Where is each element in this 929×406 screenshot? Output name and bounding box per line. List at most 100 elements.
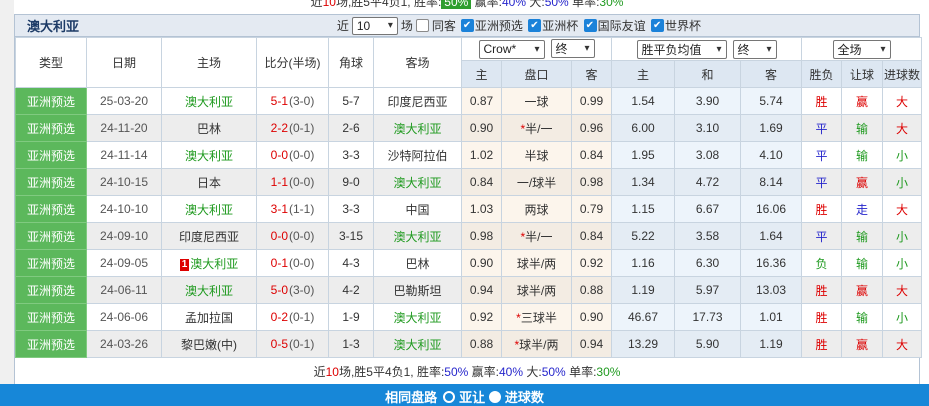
away-team-link[interactable]: 巴林	[405, 256, 430, 271]
score-cell: 3-1(1-1)	[256, 195, 329, 223]
partial-stats-line: 近10场,胜5平4负1, 胜率: 50% 赢率:40% 大:50% 单率:30%	[14, 0, 920, 14]
ah-home-odds-cell: 0.84	[461, 168, 502, 196]
footer-option: 亚让	[443, 387, 485, 406]
home-team-link[interactable]: 澳大利亚	[190, 256, 239, 271]
league-type-cell[interactable]: 亚洲预选	[15, 330, 87, 358]
league-checkbox[interactable]	[650, 18, 664, 32]
handicap-text: 半/一	[525, 121, 553, 136]
league-type-cell[interactable]: 亚洲预选	[15, 303, 87, 331]
corner-cell: 4-2	[328, 276, 374, 304]
league-type-cell[interactable]: 亚洲预选	[15, 195, 87, 223]
league-type-cell[interactable]: 亚洲预选	[15, 114, 87, 142]
away-team-cell: 巴勒斯坦	[373, 276, 462, 304]
home-team-link[interactable]: 日本	[196, 175, 221, 190]
home-team-link[interactable]: 澳大利亚	[184, 148, 233, 163]
summary-segment: 大:	[523, 365, 542, 379]
home-team-link[interactable]: 澳大利亚	[184, 283, 233, 298]
match-row: 亚洲预选 25-03-20 澳大利亚 5-1(3-0) 5-7 印度尼西亚 0.…	[15, 87, 923, 115]
league-checkbox[interactable]	[460, 18, 474, 32]
date-cell: 24-11-20	[86, 114, 162, 142]
away-team-link[interactable]: 澳大利亚	[393, 121, 442, 136]
home-team-link[interactable]: 孟加拉国	[184, 310, 233, 325]
corner-cell: 3-3	[328, 141, 374, 169]
recent-count-value: 10	[356, 18, 371, 33]
home-team-cell: 澳大利亚	[161, 195, 257, 223]
handicap-cell: 两球	[501, 195, 572, 223]
goals-result-cell: 小	[881, 222, 923, 250]
wdl-result-cell: 胜	[801, 87, 842, 115]
score-cell: 5-1(3-0)	[256, 87, 329, 115]
league-type-cell[interactable]: 亚洲预选	[15, 276, 87, 304]
eu-away-odds-cell: 13.03	[740, 276, 802, 304]
eu-draw-odds-cell: 3.10	[674, 114, 741, 142]
ah-home-odds-cell: 0.98	[461, 222, 502, 250]
ah-home-odds-cell: 0.94	[461, 276, 502, 304]
match-row: 亚洲预选 24-09-05 1 澳大利亚 0-1(0-0) 4-3 巴林 0.90…	[15, 249, 923, 277]
col-header-goals: 进球数	[881, 60, 923, 88]
home-team-link[interactable]: 巴林	[196, 121, 221, 136]
league-checkbox[interactable]	[528, 18, 542, 32]
red-card-badge: 1	[179, 258, 190, 271]
league-type-cell[interactable]: 亚洲预选	[15, 87, 87, 115]
handicap-result-cell: 赢	[841, 87, 883, 115]
col-header-eu-draw: 和	[674, 60, 741, 88]
summary-segment: 赢率:	[468, 365, 499, 379]
league-checkbox[interactable]	[583, 18, 597, 32]
home-team-link[interactable]: 印度尼西亚	[178, 229, 239, 244]
handicap-changed-star: *	[514, 337, 520, 352]
same-away-checkbox[interactable]	[415, 19, 429, 32]
league-type-cell[interactable]: 亚洲预选	[15, 222, 87, 250]
scope-value: 全场	[837, 42, 862, 57]
score-cell: 0-1(0-0)	[256, 249, 329, 277]
league-type-cell[interactable]: 亚洲预选	[15, 168, 87, 196]
stats-segment: 50%	[441, 0, 472, 9]
league-label: 国际友谊	[597, 18, 646, 33]
handicap-final-select[interactable]: 终	[550, 39, 595, 59]
away-team-link[interactable]: 澳大利亚	[393, 229, 442, 244]
recent-count-select[interactable]: 10	[351, 16, 398, 35]
away-team-link[interactable]: 印度尼西亚	[387, 94, 448, 109]
ah-away-odds-cell: 0.79	[571, 195, 612, 223]
col-header-handicap-result: 让球	[841, 60, 883, 88]
footer-title: 相同盘路	[385, 390, 438, 405]
europe-odds-select[interactable]: 胜平负均值	[636, 39, 727, 59]
handicap-changed-star: *	[520, 229, 526, 244]
ah-home-odds-cell: 0.90	[461, 114, 502, 142]
footer-radio[interactable]	[443, 390, 456, 403]
handicap-text: 一球	[524, 94, 549, 109]
league-filter-item: 国际友谊	[583, 17, 646, 34]
eu-away-odds-cell: 1.01	[740, 303, 802, 331]
away-team-link[interactable]: 澳大利亚	[393, 310, 442, 325]
league-type-cell[interactable]: 亚洲预选	[15, 249, 87, 277]
footer-radio[interactable]	[488, 390, 501, 403]
team-matches-panel: 澳大利亚 近 10 场 同客 亚洲预选	[14, 14, 923, 387]
wdl-result-cell: 胜	[801, 330, 842, 358]
handicap-text: 球半/两	[519, 337, 559, 352]
away-team-link[interactable]: 中国	[405, 202, 430, 217]
match-row: 亚洲预选 24-10-10 澳大利亚 3-1(1-1) 3-3 中国 1.03 …	[15, 195, 923, 223]
away-team-link[interactable]: 澳大利亚	[393, 175, 442, 190]
home-team-link[interactable]: 澳大利亚	[184, 202, 233, 217]
scope-select[interactable]: 全场	[832, 39, 891, 59]
bookmaker-select[interactable]: Crow*	[478, 39, 545, 59]
league-type-cell[interactable]: 亚洲预选	[15, 141, 87, 169]
away-team-cell: 巴林	[373, 249, 462, 277]
away-team-link[interactable]: 澳大利亚	[393, 337, 442, 352]
full-score: 1-1	[270, 175, 288, 189]
home-team-link[interactable]: 澳大利亚	[184, 94, 233, 109]
eu-home-odds-cell: 46.67	[611, 303, 675, 331]
away-team-link[interactable]: 沙特阿拉伯	[387, 148, 448, 163]
col-header-ah-home: 主	[461, 60, 502, 88]
europe-final-select[interactable]: 终	[732, 39, 777, 59]
wdl-result-cell: 平	[801, 141, 842, 169]
home-team-link[interactable]: 黎巴嫩(中)	[181, 337, 237, 352]
home-team-cell: 澳大利亚	[161, 141, 257, 169]
goals-result-cell: 大	[881, 330, 923, 358]
footer-option-label[interactable]: 亚让	[459, 390, 486, 405]
away-team-link[interactable]: 巴勒斯坦	[393, 283, 442, 298]
half-score: (0-1)	[289, 310, 315, 324]
footer-option-label[interactable]: 进球数	[504, 390, 544, 405]
corner-cell: 9-0	[328, 168, 374, 196]
wdl-result-cell: 胜	[801, 195, 842, 223]
score-cell: 5-0(3-0)	[256, 276, 329, 304]
